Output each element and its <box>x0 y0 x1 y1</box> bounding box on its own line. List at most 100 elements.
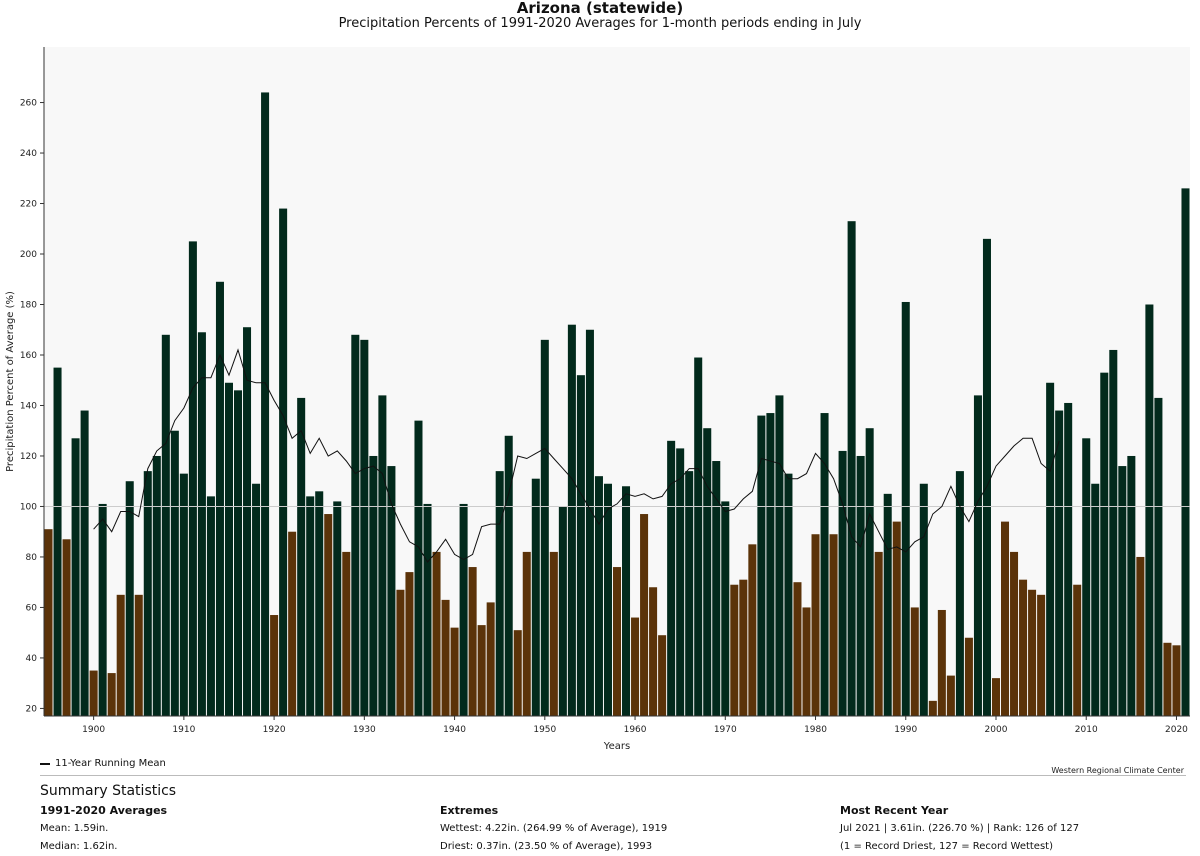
chart-title: Arizona (statewide) <box>516 0 684 17</box>
legend: 11-Year Running Mean <box>40 758 166 769</box>
bar-1911 <box>188 241 197 716</box>
bar-1982 <box>829 534 838 716</box>
bar-2000 <box>991 678 1001 716</box>
bar-1998 <box>973 395 982 716</box>
bar-2002 <box>1010 551 1019 716</box>
y-tick-label: 160 <box>20 351 37 361</box>
bar-1936 <box>414 420 423 716</box>
recent-title: Most Recent Year <box>840 804 949 817</box>
bar-1898 <box>71 438 80 716</box>
bar-1996 <box>955 471 964 716</box>
bar-2003 <box>1019 579 1028 716</box>
bar-1903 <box>116 594 125 716</box>
bar-1919 <box>261 92 270 716</box>
bar-1953 <box>567 324 576 716</box>
bar-1929 <box>351 334 360 716</box>
bar-1967 <box>694 357 703 716</box>
bar-1928 <box>342 551 351 716</box>
bar-2019 <box>1163 642 1172 716</box>
y-tick-label: 260 <box>20 99 37 109</box>
bar-2006 <box>1046 382 1055 716</box>
running-mean-legend-swatch <box>40 762 50 765</box>
bar-1977 <box>784 473 793 716</box>
bar-1989 <box>892 521 901 716</box>
bar-1956 <box>594 476 603 716</box>
bar-1958 <box>612 567 622 716</box>
bar-1962 <box>649 587 658 716</box>
bar-1955 <box>585 329 594 716</box>
bar-1931 <box>369 455 378 716</box>
bar-1960 <box>631 617 640 716</box>
averages-title: 1991-2020 Averages <box>40 804 168 817</box>
bar-2018 <box>1154 397 1163 716</box>
bar-1970 <box>721 501 730 716</box>
bar-1959 <box>622 486 631 716</box>
bar-1991 <box>910 607 919 716</box>
x-tick-label: 1930 <box>353 725 376 735</box>
bar-1917 <box>243 327 252 716</box>
bar-1954 <box>576 375 585 716</box>
bar-1979 <box>802 607 811 716</box>
recent-line-2: (1 = Record Driest, 127 = Record Wettest… <box>840 841 1053 852</box>
x-axis-title: Years <box>603 741 630 752</box>
recent-column: Most Recent Year Jul 2021 | 3.61in. (226… <box>840 802 1180 856</box>
x-tick-label: 1970 <box>714 725 737 735</box>
bar-1908 <box>161 334 170 716</box>
bar-1933 <box>387 466 396 716</box>
bar-1901 <box>98 503 107 716</box>
bar-1963 <box>658 635 667 716</box>
bar-2001 <box>1001 521 1010 716</box>
bar-2009 <box>1073 584 1082 716</box>
bar-1915 <box>224 382 233 716</box>
x-tick-label: 1980 <box>804 725 827 735</box>
y-tick-label: 60 <box>26 603 38 613</box>
bar-1992 <box>919 483 928 716</box>
divider <box>40 775 1186 776</box>
bar-1976 <box>775 395 784 716</box>
x-tick-label: 1950 <box>533 725 556 735</box>
bar-2015 <box>1127 455 1136 716</box>
x-tick-label: 2000 <box>985 725 1008 735</box>
x-tick-label: 1910 <box>172 725 195 735</box>
bar-2007 <box>1055 410 1064 716</box>
bar-1969 <box>712 461 721 716</box>
bar-1947 <box>513 630 522 716</box>
bar-1993 <box>928 700 937 716</box>
bar-1986 <box>865 428 874 716</box>
bar-2021 <box>1181 188 1190 716</box>
bar-1999 <box>982 238 991 717</box>
averages-column: 1991-2020 Averages Mean: 1.59in. Median:… <box>40 802 380 856</box>
bar-1912 <box>197 332 206 716</box>
bar-1975 <box>766 413 775 716</box>
bar-1981 <box>820 413 829 716</box>
extremes-title: Extremes <box>440 804 499 817</box>
bar-1949 <box>531 478 540 716</box>
bar-1913 <box>206 496 215 716</box>
y-tick-label: 200 <box>20 250 37 260</box>
bar-2013 <box>1109 349 1118 716</box>
bar-1946 <box>504 435 513 716</box>
bar-1922 <box>288 531 297 716</box>
bar-2011 <box>1091 483 1100 716</box>
chart-subtitle: Precipitation Percents of 1991-2020 Aver… <box>338 16 862 31</box>
extremes-column: Extremes Wettest: 4.22in. (264.99 % of A… <box>440 802 780 856</box>
bar-1983 <box>838 450 847 716</box>
y-tick-label: 80 <box>26 553 38 563</box>
bar-1927 <box>333 501 342 716</box>
bar-1952 <box>558 506 567 716</box>
bar-1980 <box>811 534 820 716</box>
bar-1906 <box>143 471 152 716</box>
x-tick-label: 2020 <box>1165 725 1188 735</box>
bar-1995 <box>946 675 955 716</box>
credit-text: Western Regional Climate Center <box>1051 766 1184 775</box>
bar-1950 <box>540 339 549 716</box>
bar-1925 <box>315 491 324 716</box>
summary-heading: Summary Statistics <box>40 783 177 799</box>
bar-1943 <box>477 625 486 716</box>
bar-1921 <box>279 208 288 716</box>
y-tick-label: 100 <box>20 502 37 512</box>
precipitation-chart: 20 40 60 80 100 120 140 160 180 200 220 240 260 1900 1… <box>5 47 1190 752</box>
bar-1940 <box>450 627 459 716</box>
bar-1968 <box>703 428 712 716</box>
bar-1923 <box>297 397 306 716</box>
